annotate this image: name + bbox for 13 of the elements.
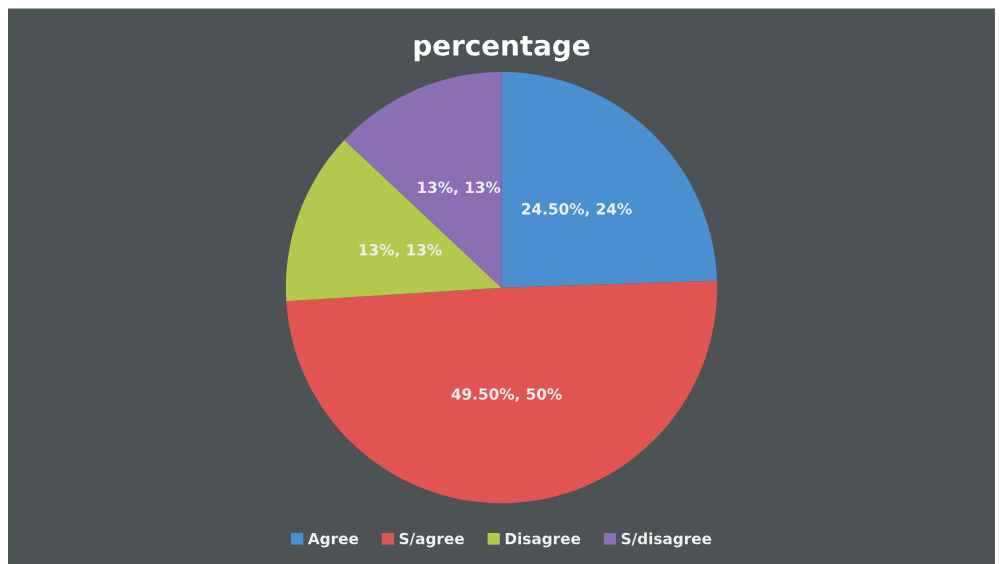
- chart-title: percentage: [414, 35, 590, 62]
- pie-slice: [285, 140, 502, 302]
- data-label: 49.50%, 50%: [451, 388, 562, 402]
- data-label: 13%, 13%: [418, 181, 501, 196]
- legend-label: Disagree: [505, 532, 581, 548]
- data-label: 13%, 13%: [359, 243, 442, 258]
- legend-label: S/agree: [399, 532, 464, 548]
- pie-slice: [286, 280, 718, 504]
- pie-slice: [501, 71, 718, 288]
- pie-slice: [344, 71, 502, 288]
- data-label: 24.50%, 24%: [522, 203, 632, 217]
- legend-label: S/disagree: [621, 532, 712, 548]
- legend-label: Agree: [307, 532, 359, 548]
